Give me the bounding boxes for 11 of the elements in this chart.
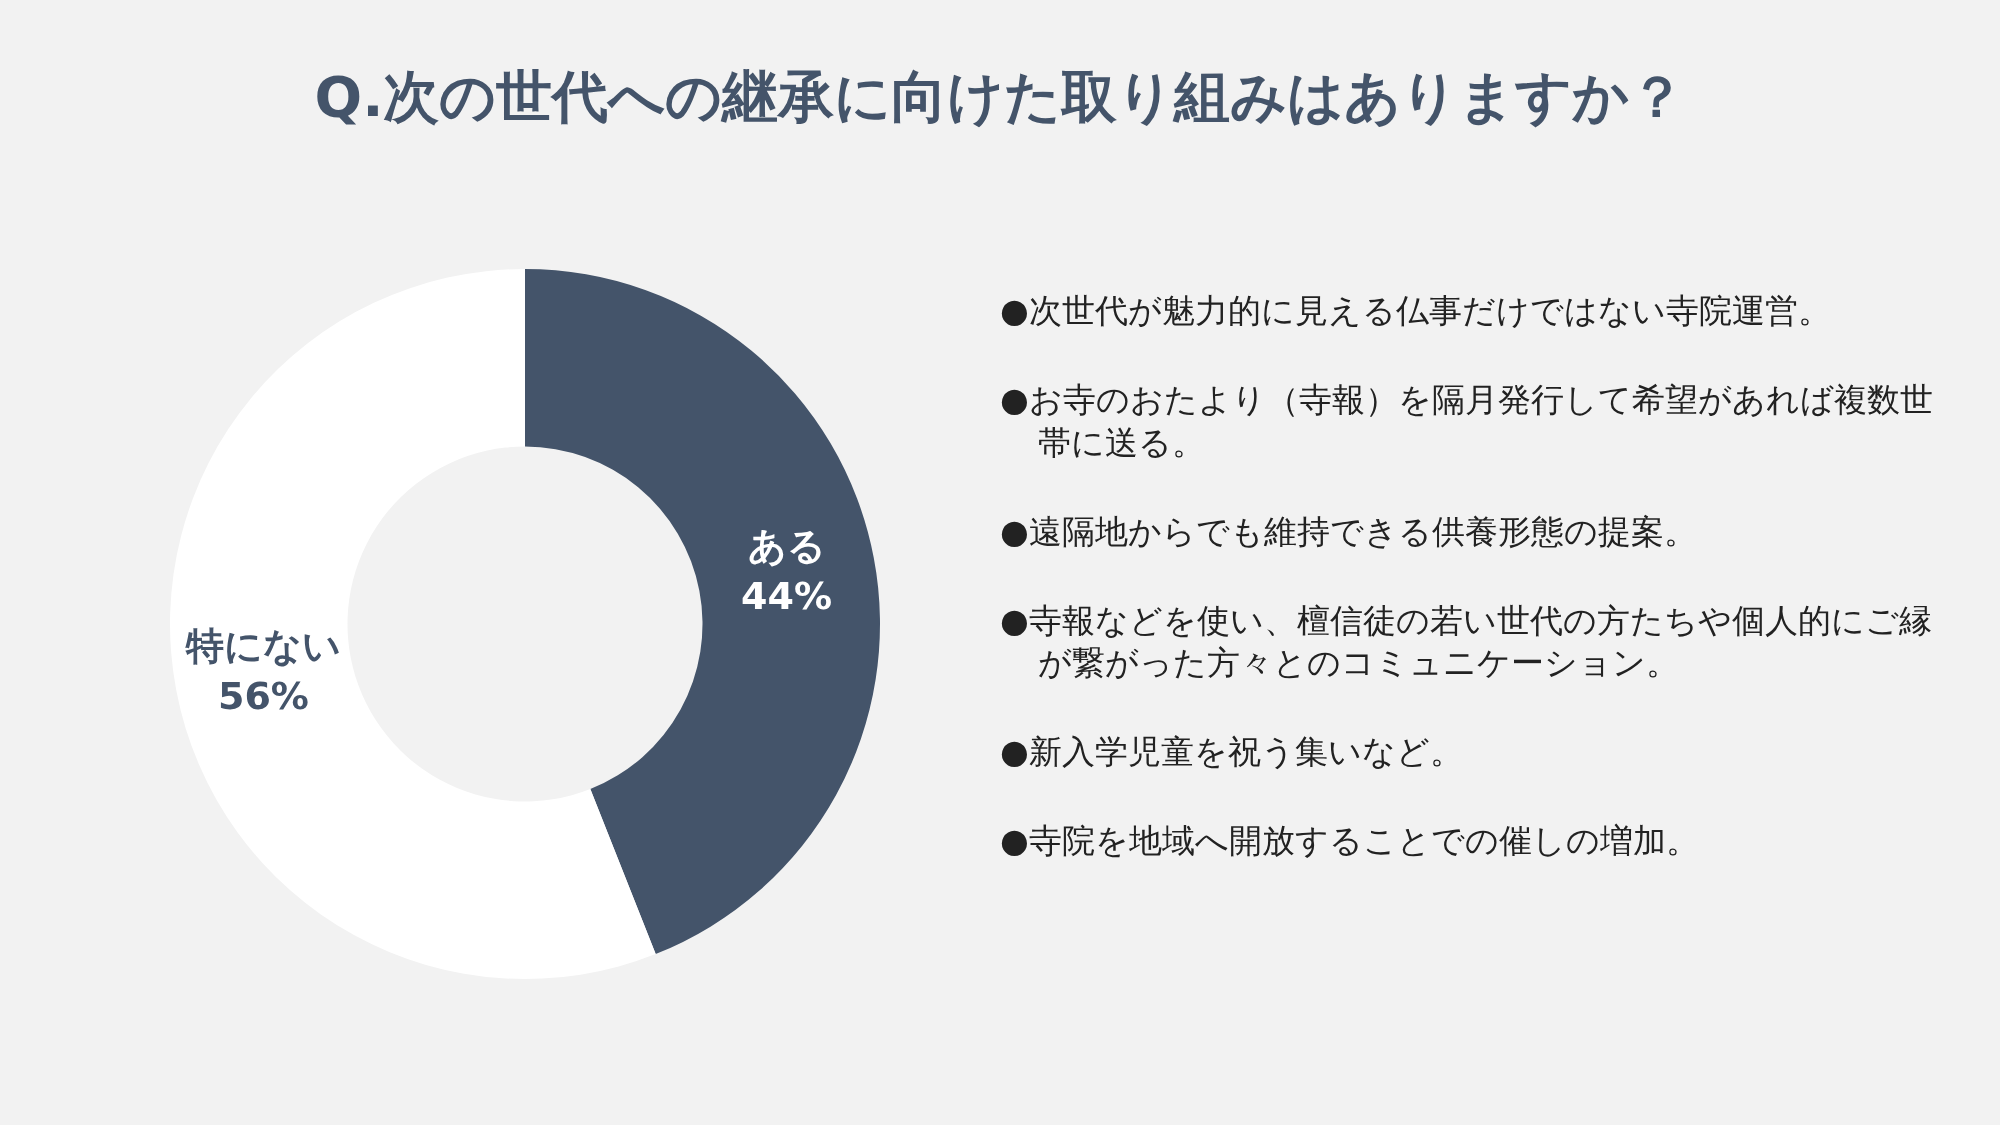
text: ●新入学児童を祝う集いなど。	[1000, 731, 1464, 774]
text: ●次世代が魅力的に見える仏事だけではない寺院運営。	[1000, 290, 1832, 332]
slice-label: ある	[747, 523, 826, 568]
text: ●遠隔地からでも維持できる供養形態の提案。	[1000, 510, 1698, 553]
data-label: 44%	[741, 573, 833, 618]
text: ●寺報などを使い、檀信徒の若い世代の方たちや個人的にご縁が繋がった方々とのコミュニケーション。	[1000, 599, 1933, 685]
data-label: 56%	[217, 673, 309, 718]
text: ●お寺のおたより（寺報）を隔月発行して希望があれば複数世帯に送る。	[1000, 378, 1934, 464]
text: ●寺院を地域へ開放することでの催しの増加。	[1000, 820, 1700, 863]
text: Q.次の世代への継承に向けた取り組みはありますか？	[313, 63, 1687, 131]
slice-label: 特にない	[184, 623, 341, 668]
